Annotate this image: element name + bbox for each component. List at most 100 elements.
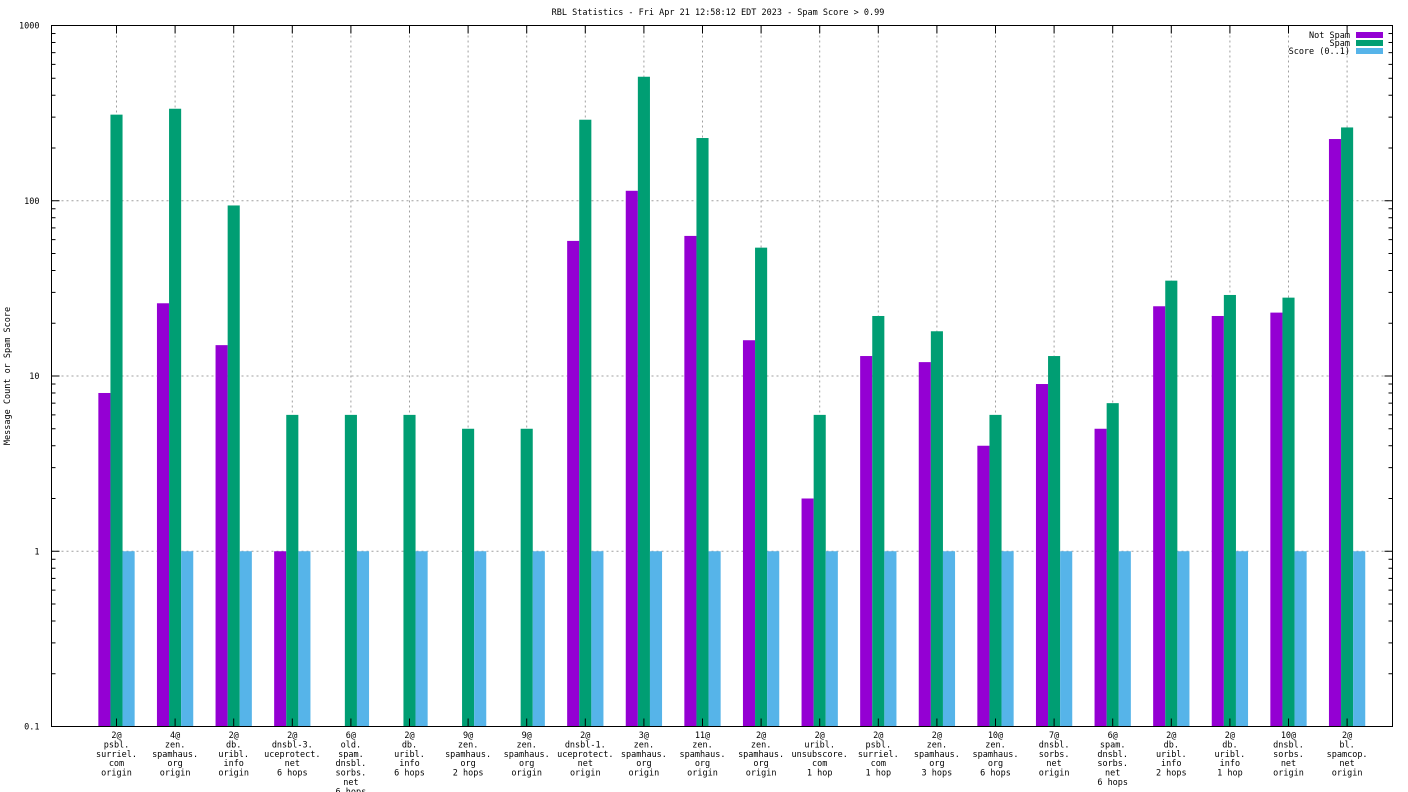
bar-spam [520, 428, 533, 727]
bar-not-spam [918, 362, 931, 727]
y-tick-label: 100 [24, 197, 39, 207]
bar-not-spam [1094, 428, 1107, 727]
bar-spam [872, 315, 885, 727]
bar-score-0-1 [415, 551, 428, 727]
bar-score-0-1 [884, 551, 897, 727]
x-tick-label-line: spamhaus. [621, 750, 667, 760]
bar-score-0-1 [298, 551, 311, 727]
chart-title: RBL Statistics - Fri Apr 21 12:58:12 EDT… [552, 8, 885, 18]
x-tick-label-line: zen. [751, 740, 771, 750]
x-tick-label-line: db. [1222, 740, 1237, 750]
legend-label: Score (0..1) [1289, 47, 1350, 57]
x-tick-label: 2@ db. uribl. info 6 hops [394, 731, 425, 779]
x-tick-label-line: uribl. [1156, 750, 1187, 760]
x-tick-label-line: 1 hop [866, 769, 892, 779]
x-tick-label-line: org [753, 759, 768, 769]
x-tick-label-line: dnsbl-3. [272, 740, 313, 750]
x-tick-label-line: 7@ [1049, 731, 1059, 741]
bar-spam [1106, 403, 1119, 727]
bar-score-0-1 [532, 551, 545, 727]
x-tick-label-line: 6 hops [1097, 778, 1128, 788]
x-tick-label-line: net [1339, 759, 1354, 769]
legend-swatch [1356, 32, 1383, 38]
x-tick-label-line: dnsbl-1. [565, 740, 606, 750]
bar-not-spam [1153, 306, 1166, 727]
x-tick-label-line: old. [341, 740, 361, 750]
bar-not-spam [860, 356, 873, 727]
bar-not-spam [684, 235, 697, 727]
bar-not-spam [801, 498, 814, 727]
x-tick-label: 10@ dnsbl. sorbs. net origin [1273, 731, 1304, 779]
x-tick-label: 2@ zen. spamhaus. org origin [738, 731, 784, 779]
x-tick-label-line: origin [629, 769, 660, 779]
y-tick-label: 1 [34, 547, 39, 557]
x-tick-label-line: 2@ [932, 731, 942, 741]
x-tick-label-line: db. [226, 740, 241, 750]
x-tick-label-line: spamhaus. [679, 750, 725, 760]
x-tick-label: 2@ psbl. surriel. com 1 hop [858, 731, 899, 779]
x-tick-label-line: net [343, 778, 358, 788]
bar-score-0-1 [1118, 551, 1131, 727]
x-tick-label-line: spamhaus. [152, 750, 198, 760]
x-tick-label-line: origin [1039, 769, 1070, 779]
x-tick-label-line: 10@ [988, 731, 1003, 741]
bar-spam [344, 414, 357, 727]
x-tick-label-line: org [929, 759, 944, 769]
bar-score-0-1 [1001, 551, 1014, 727]
x-tick-label-line: origin [570, 769, 601, 779]
x-tick-label-line: 3@ [639, 731, 649, 741]
x-tick-label: 2@ db. uribl. info 2 hops [1156, 731, 1187, 779]
bar-spam [930, 331, 943, 727]
x-tick-label-line: zen. [458, 740, 478, 750]
x-tick-label-line: uceprotect. [264, 750, 320, 760]
x-tick-label-line: spam. [1100, 740, 1126, 750]
x-tick-label-line: sorbs. [1273, 750, 1304, 760]
bar-score-0-1 [591, 551, 604, 727]
x-tick-label: 11@ zen. spamhaus. org origin [679, 731, 725, 779]
bar-spam [110, 114, 123, 727]
bar-spam [286, 414, 299, 727]
x-tick-label: 9@ zen. spamhaus. org 2 hops [445, 731, 491, 779]
x-tick-label-line: dnsbl. [1039, 740, 1070, 750]
x-tick-label-line: 2@ [1225, 731, 1235, 741]
x-tick-label-line: origin [101, 769, 132, 779]
x-tick-label-line: unsubscore. [792, 750, 848, 760]
x-tick-label-line: 6@ [1108, 731, 1118, 741]
x-tick-label-line: org [519, 759, 534, 769]
bar-score-0-1 [1353, 551, 1366, 727]
bar-not-spam [274, 551, 287, 727]
x-tick-label-line: 3 hops [922, 769, 953, 779]
bar-score-0-1 [1235, 551, 1249, 727]
x-tick-label-line: 2@ [404, 731, 414, 741]
bar-spam [696, 138, 709, 727]
bar-score-0-1 [942, 551, 956, 727]
bar-spam [1282, 297, 1295, 727]
bar-not-spam [98, 392, 111, 727]
bar-spam [637, 76, 650, 727]
plot-frame [51, 25, 1393, 727]
bar-spam [227, 205, 240, 727]
x-tick-label-line: org [695, 759, 710, 769]
x-tick-label-line: db. [1164, 740, 1179, 750]
bar-not-spam [1211, 315, 1224, 727]
bar-spam [755, 247, 768, 727]
y-tick-label: 10 [29, 372, 39, 382]
x-tick-label-line: net [1281, 759, 1296, 769]
x-tick-label-line: sorbs. [1097, 759, 1128, 769]
x-tick-label-line: org [167, 759, 182, 769]
x-tick-label-line: surriel. [96, 750, 137, 760]
x-tick-label-line: origin [160, 769, 191, 779]
x-tick-label-line: 6 hops [394, 769, 425, 779]
bar-not-spam [625, 190, 638, 727]
x-tick-label-line: origin [746, 769, 777, 779]
x-tick-label-line: spamcop. [1327, 750, 1368, 760]
legend-label: Spam [1330, 39, 1350, 49]
legend-swatch [1356, 48, 1383, 54]
bar-series [98, 76, 1366, 727]
x-tick-label-line: 9@ [463, 731, 473, 741]
x-tick-label-line: origin [511, 769, 542, 779]
bar-spam [1048, 356, 1061, 727]
x-tick-label-line: surriel. [858, 750, 899, 760]
x-tick-label: 6@ spam. dnsbl. sorbs. net 6 hops [1097, 731, 1128, 788]
